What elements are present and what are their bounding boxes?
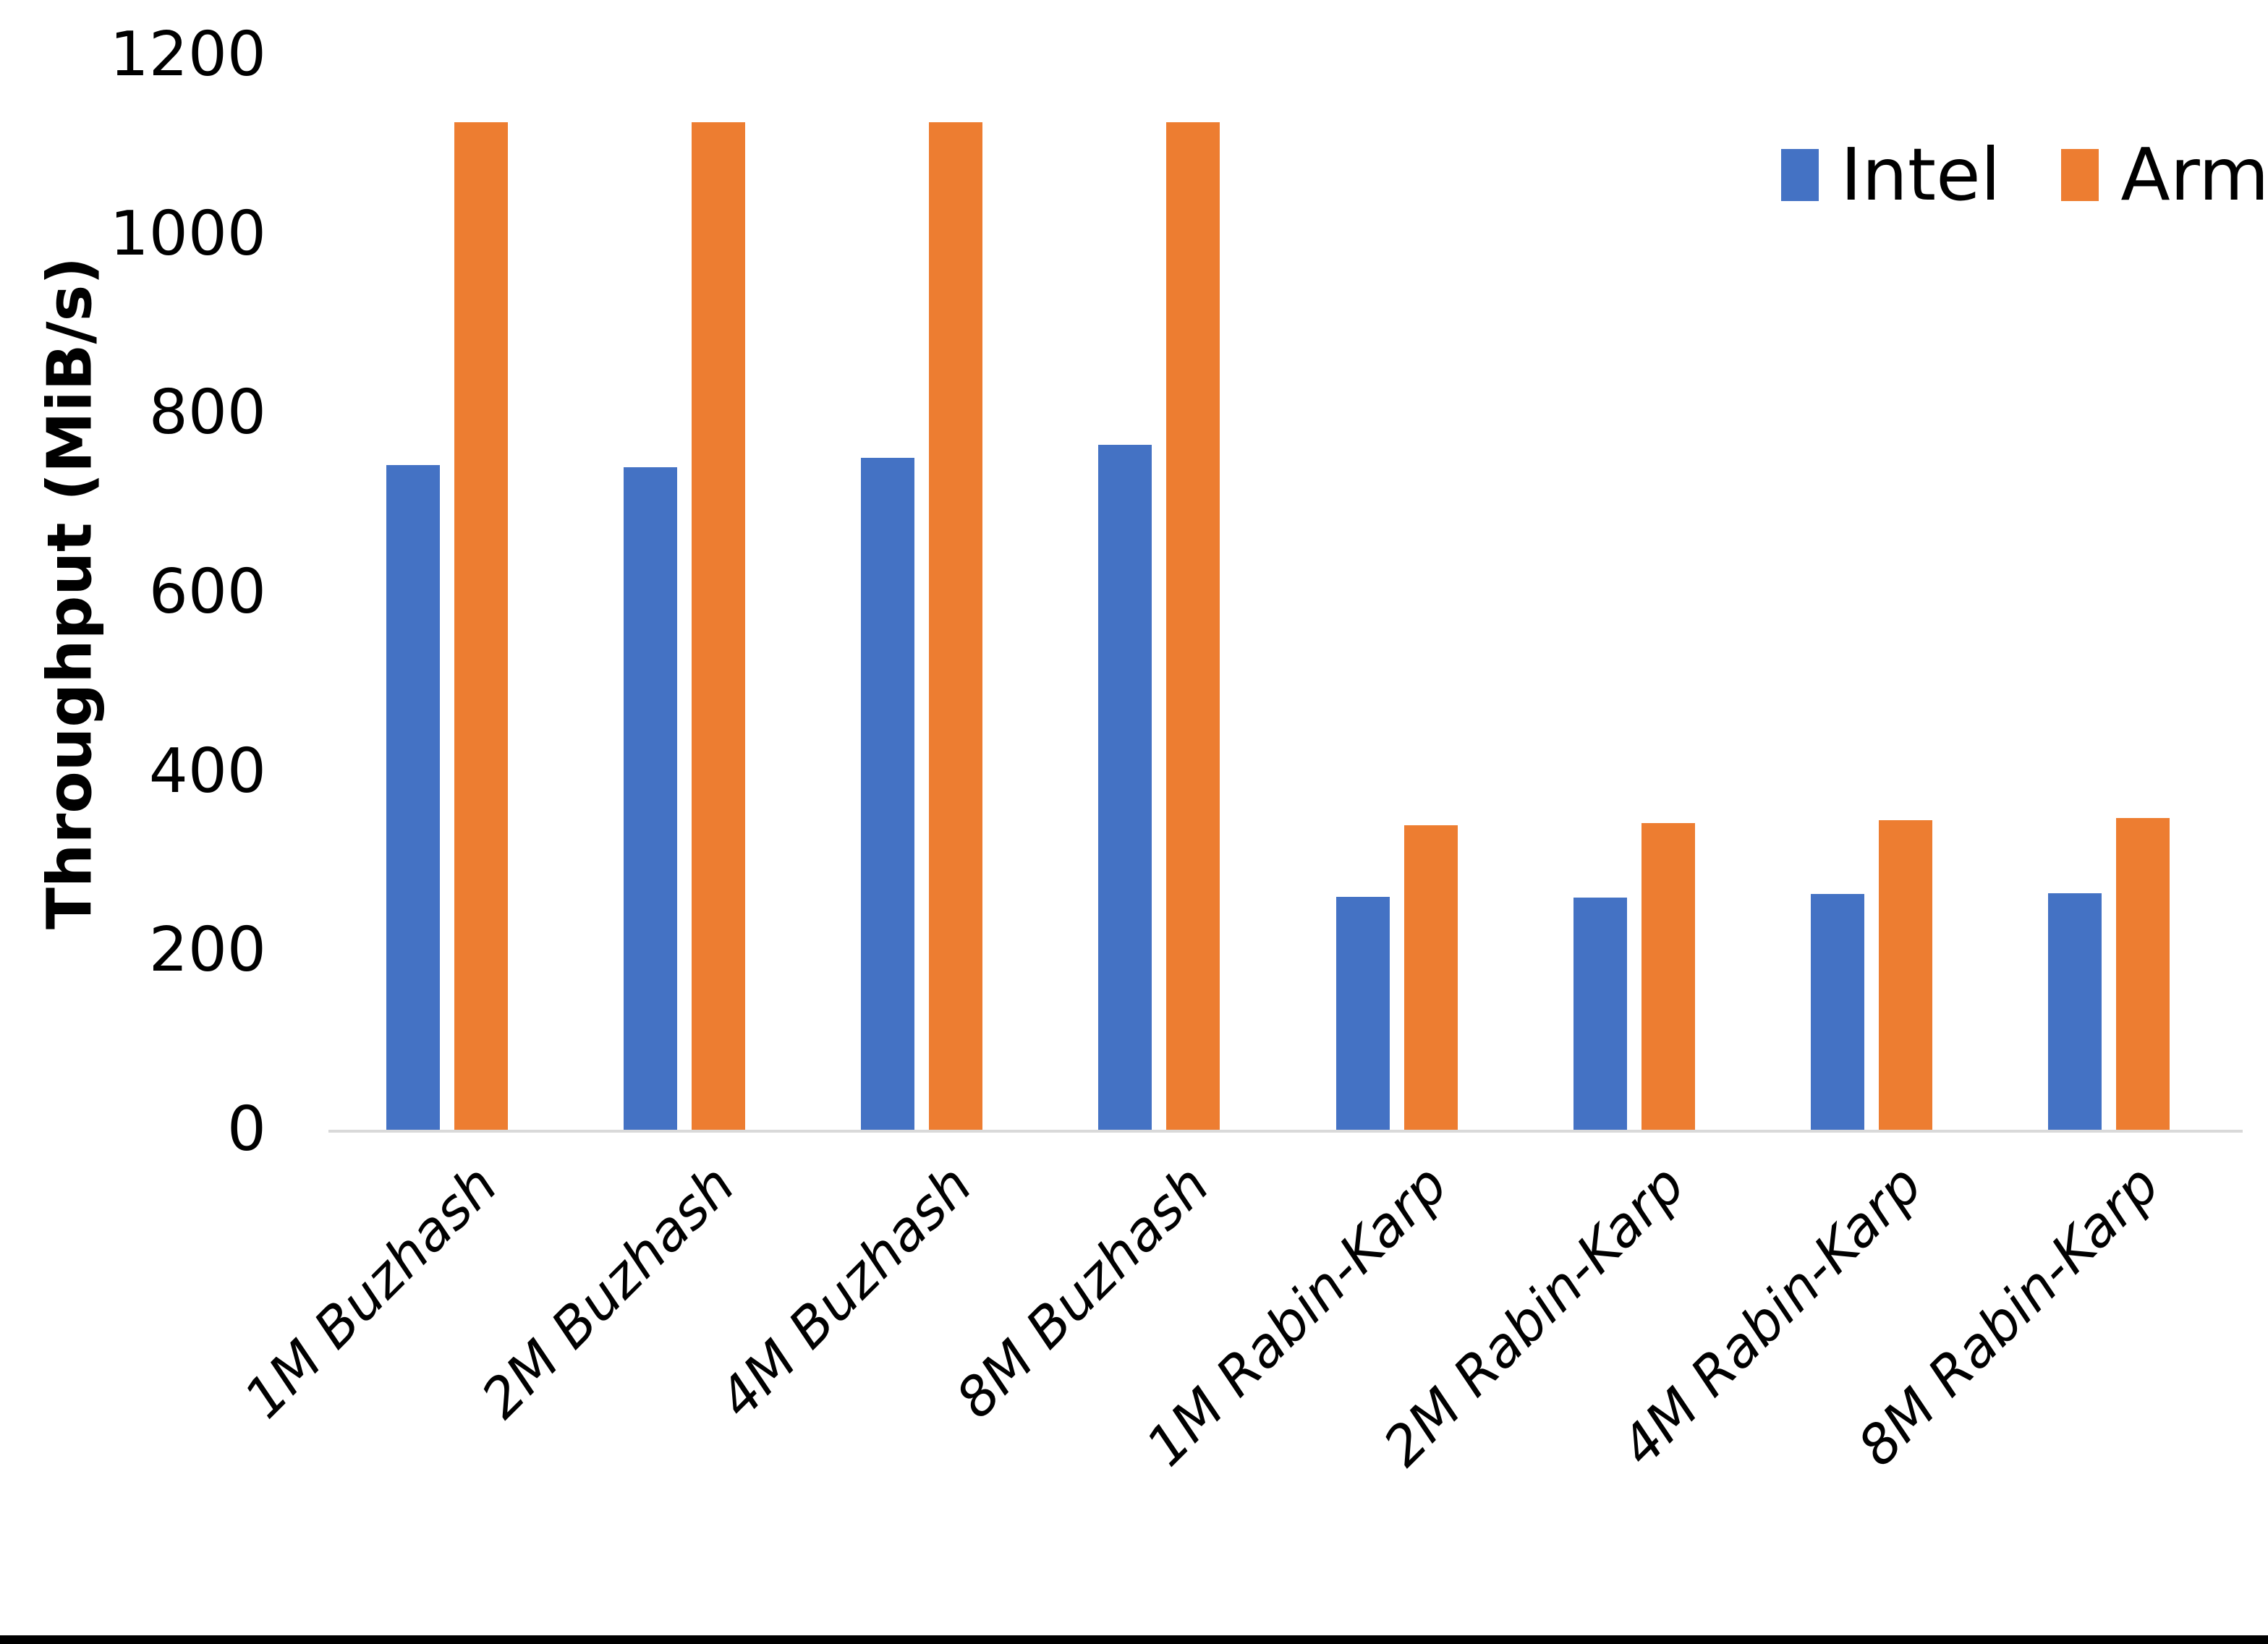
intel-bar-8m-buzhash (1098, 444, 1152, 1130)
y-tick-label: 1000 (109, 197, 266, 270)
legend-item-intel: Intel (1781, 139, 2000, 211)
legend-label-arm: Arm (2120, 132, 2268, 217)
bottom-border (0, 1635, 2268, 1644)
intel-bar-4m-buzhash (861, 458, 915, 1130)
arm-bar-1m-rabin-karp (1403, 825, 1458, 1130)
legend: Intel Arm (1781, 139, 2268, 211)
y-tick-label: 1200 (109, 19, 266, 90)
y-tick-label: 800 (148, 377, 266, 449)
y-tick-label: 0 (226, 1094, 266, 1165)
intel-bar-1m-rabin-karp (1335, 897, 1390, 1130)
arm-bar-4m-rabin-karp (1878, 819, 1932, 1130)
legend-label-intel: Intel (1840, 132, 2001, 217)
intel-bar-1m-buzhash (386, 465, 441, 1130)
arm-bar-8m-rabin-karp (2115, 818, 2170, 1130)
arm-bar-4m-buzhash (929, 122, 983, 1130)
x-tick-label: 2M Buzhash (469, 1152, 747, 1431)
arm-legend-swatch-icon (2061, 149, 2099, 201)
intel-bar-8m-rabin-karp (2047, 893, 2102, 1130)
intel-legend-swatch-icon (1781, 149, 1819, 201)
arm-bar-2m-rabin-karp (1641, 823, 1695, 1130)
y-tick-label: 600 (148, 556, 266, 628)
x-tick-label: 1M Buzhash (232, 1152, 510, 1431)
x-axis-line (328, 1130, 2243, 1133)
x-tick-label: 4M Buzhash (706, 1152, 985, 1431)
y-tick-label: 200 (148, 914, 266, 987)
arm-bar-8m-buzhash (1166, 122, 1220, 1130)
arm-bar-1m-buzhash (454, 122, 509, 1130)
intel-bar-4m-rabin-karp (1810, 894, 1864, 1130)
intel-bar-2m-rabin-karp (1573, 898, 1627, 1130)
intel-bar-2m-buzhash (624, 467, 678, 1130)
legend-item-arm: Arm (2061, 139, 2268, 211)
arm-bar-2m-buzhash (692, 122, 746, 1130)
y-tick-label: 400 (148, 735, 266, 807)
